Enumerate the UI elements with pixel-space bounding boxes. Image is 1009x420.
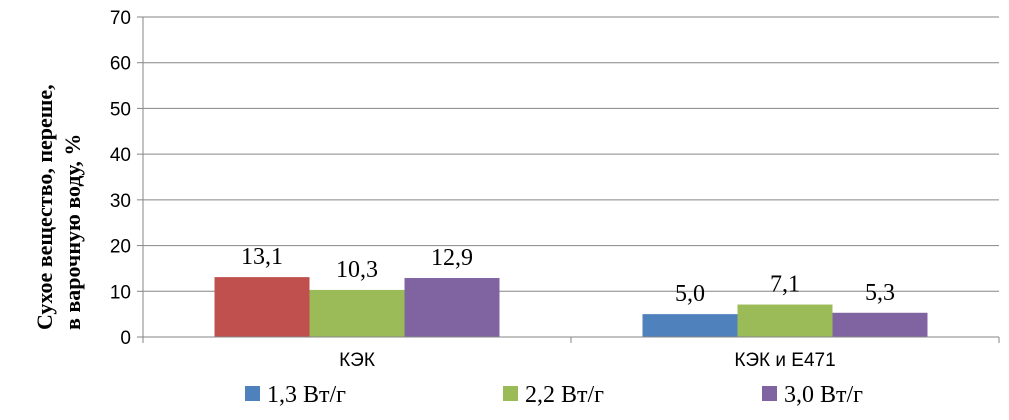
bar-series-2 bbox=[309, 289, 405, 337]
y-axis-label-line2: в варочную воду, % bbox=[60, 134, 85, 330]
data-label: 13,1 bbox=[241, 244, 283, 270]
y-tick-label: 20 bbox=[110, 237, 131, 258]
legend-label: 3,0 Вт/г bbox=[784, 382, 863, 408]
bar-series-2 bbox=[737, 304, 833, 337]
y-tick-labels: 0 10 20 30 40 50 60 70 bbox=[110, 8, 131, 349]
y-tick-label: 30 bbox=[110, 191, 131, 212]
legend: 1,3 Вт/г 2,2 Вт/г 3,0 Вт/г bbox=[245, 382, 863, 408]
y-tick-label: 40 bbox=[110, 145, 131, 166]
bar-extra bbox=[214, 277, 310, 337]
data-label: 5,0 bbox=[675, 281, 705, 307]
y-tick-label: 10 bbox=[110, 282, 131, 303]
y-axis-label: Сухое вещество, переше, в варочную воду,… bbox=[32, 84, 85, 330]
data-label: 10,3 bbox=[336, 257, 378, 283]
legend-swatch bbox=[762, 386, 777, 401]
x-category-labels: КЭК КЭК и E471 bbox=[339, 350, 836, 371]
y-axis-label-line1: Сухое вещество, переше, bbox=[32, 84, 57, 330]
y-tick-label: 60 bbox=[110, 54, 131, 75]
category-label: КЭК bbox=[339, 350, 375, 371]
data-labels: 13,1 10,3 12,9 5,0 7,1 5,3 bbox=[241, 244, 895, 307]
axes bbox=[137, 16, 1000, 343]
category-label: КЭК и E471 bbox=[734, 350, 835, 371]
legend-label: 2,2 Вт/г bbox=[525, 382, 604, 408]
legend-swatch bbox=[245, 386, 260, 401]
y-tick-label: 0 bbox=[120, 328, 131, 349]
y-tick-label: 70 bbox=[110, 8, 131, 29]
legend-swatch bbox=[503, 386, 518, 401]
bar-series-3 bbox=[404, 278, 500, 337]
bars bbox=[214, 277, 928, 337]
gridlines bbox=[143, 16, 999, 292]
data-label: 7,1 bbox=[770, 272, 800, 298]
y-tick-label: 50 bbox=[110, 99, 131, 120]
data-label: 12,9 bbox=[431, 245, 473, 271]
legend-label: 1,3 Вт/г bbox=[267, 382, 346, 408]
bar-series-3 bbox=[832, 312, 928, 337]
data-label: 5,3 bbox=[865, 280, 895, 306]
bar-series-1 bbox=[642, 314, 738, 337]
